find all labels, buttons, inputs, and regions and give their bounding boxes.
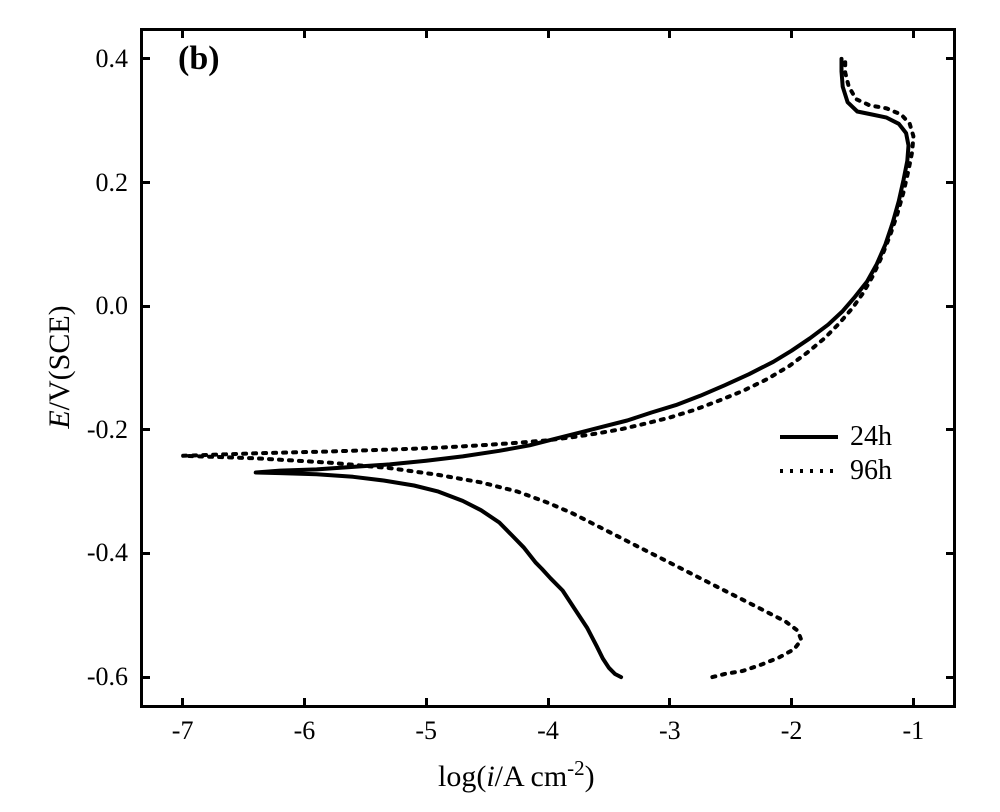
x-tick-top — [547, 28, 550, 38]
x-tick-top — [303, 28, 306, 38]
y-tick-right — [946, 676, 956, 679]
legend-item: 96h — [778, 454, 892, 488]
x-tick — [668, 698, 671, 708]
y-tick-label: -0.4 — [87, 538, 128, 568]
legend-label: 96h — [850, 455, 892, 487]
x-tick-top — [668, 28, 671, 38]
x-tick-label: -3 — [650, 716, 690, 746]
x-tick-label: -2 — [772, 716, 812, 746]
x-tick — [790, 698, 793, 708]
y-tick — [140, 428, 150, 431]
x-tick — [912, 698, 915, 708]
y-tick-right — [946, 428, 956, 431]
x-tick — [181, 698, 184, 708]
series-96h — [183, 59, 914, 677]
x-tick — [303, 698, 306, 708]
x-tick-label: -7 — [163, 716, 203, 746]
x-tick-top — [790, 28, 793, 38]
y-tick-right — [946, 181, 956, 184]
legend-item: 24h — [778, 420, 892, 454]
y-tick-label: -0.2 — [87, 415, 128, 445]
y-tick-label: -0.6 — [87, 662, 128, 692]
legend-swatch — [778, 422, 840, 452]
y-axis-label: E/V(SCE) — [43, 287, 77, 447]
figure: (b) log(i/A cm-2) E/V(SCE) 24h96h -7 -6 -5… — [0, 0, 1000, 812]
y-tick-label: 0.2 — [96, 168, 129, 198]
y-tick-right — [946, 552, 956, 555]
x-tick-top — [912, 28, 915, 38]
y-tick — [140, 676, 150, 679]
x-tick-label: -1 — [893, 716, 933, 746]
x-tick-top — [425, 28, 428, 38]
y-tick — [140, 57, 150, 60]
y-tick-label: 0.4 — [96, 44, 129, 74]
y-tick — [140, 181, 150, 184]
x-axis-label: log(i/A cm-2) — [438, 756, 595, 794]
series-24h — [256, 59, 909, 677]
panel-label: (b) — [178, 40, 220, 78]
legend-swatch — [778, 456, 840, 486]
x-tick-label: -4 — [528, 716, 568, 746]
x-tick-label: -5 — [406, 716, 446, 746]
x-tick-top — [181, 28, 184, 38]
legend-label: 24h — [850, 421, 892, 453]
y-tick-right — [946, 57, 956, 60]
x-tick — [547, 698, 550, 708]
legend: 24h96h — [778, 420, 892, 488]
x-tick-label: -6 — [284, 716, 324, 746]
y-tick-label: 0.0 — [96, 291, 129, 321]
y-tick — [140, 552, 150, 555]
curve-layer — [0, 0, 1000, 812]
y-tick — [140, 305, 150, 308]
y-tick-right — [946, 305, 956, 308]
x-tick — [425, 698, 428, 708]
